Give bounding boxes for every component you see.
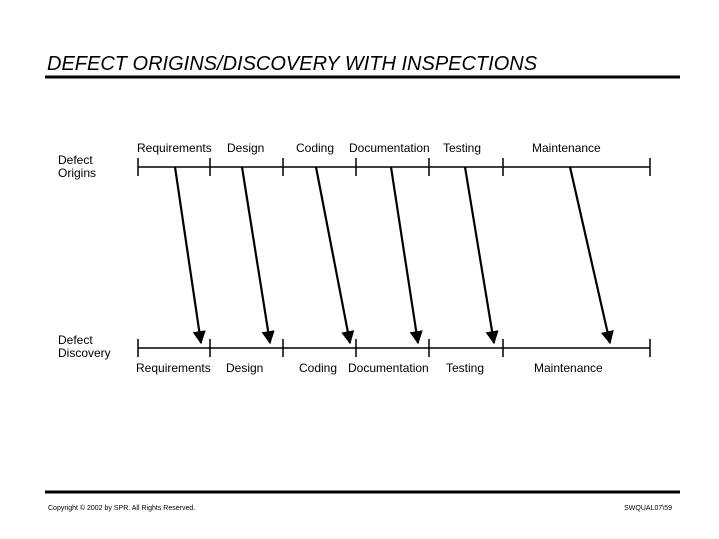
slide-id: SWQUAL07\59 bbox=[624, 505, 672, 512]
row-label: Origins bbox=[58, 166, 96, 180]
timelines bbox=[137, 158, 651, 357]
phase-label: Requirements bbox=[137, 141, 212, 155]
phase-label: Coding bbox=[299, 361, 337, 375]
phase-label: Design bbox=[226, 361, 263, 375]
phase-label: Testing bbox=[446, 361, 484, 375]
phase-label: Documentation bbox=[348, 361, 429, 375]
row-label: Discovery bbox=[58, 346, 111, 360]
title: DEFECT ORIGINS/DISCOVERY WITH INSPECTION… bbox=[47, 53, 538, 75]
row-label: Defect bbox=[58, 333, 93, 347]
phase-label: Requirements bbox=[136, 361, 211, 375]
copyright: Copyright © 2002 by SPR. All Rights Rese… bbox=[48, 504, 195, 512]
phase-label: Documentation bbox=[349, 141, 430, 155]
phase-label: Maintenance bbox=[534, 361, 603, 375]
phase-label: Coding bbox=[296, 141, 334, 155]
phase-label: Maintenance bbox=[532, 141, 601, 155]
phase-label: Testing bbox=[443, 141, 481, 155]
arrows bbox=[173, 166, 614, 345]
row-label: Defect bbox=[58, 153, 93, 167]
phase-label: Design bbox=[227, 141, 264, 155]
